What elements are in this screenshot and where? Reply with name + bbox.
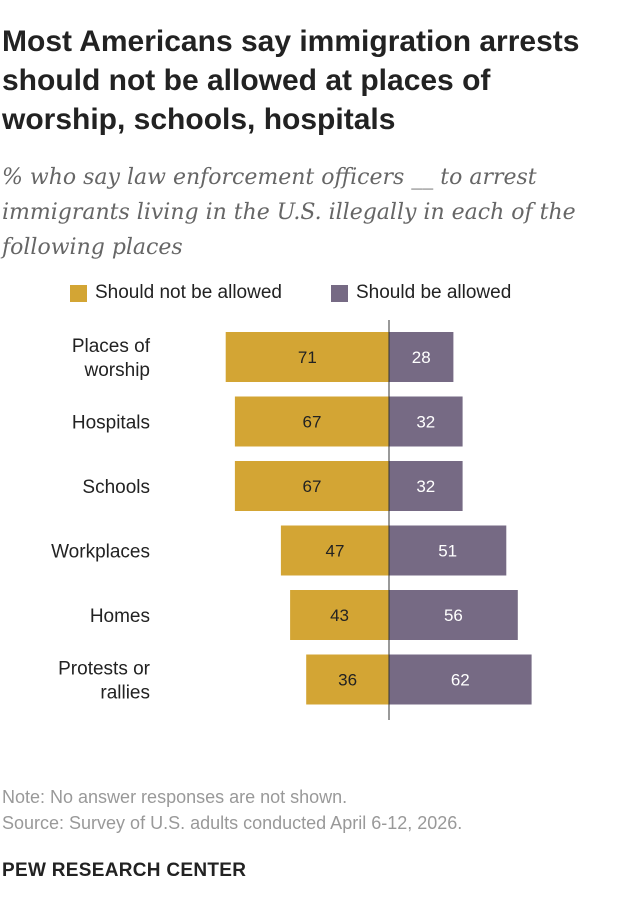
bar-not-allowed [234, 396, 389, 447]
category-label: worship [84, 360, 150, 381]
value-label-not-allowed: 71 [298, 348, 317, 367]
chart-subtitle: % who say law enforcement officers __ to… [2, 165, 576, 260]
category-label: Places of [72, 336, 151, 357]
value-label-not-allowed: 36 [338, 671, 357, 690]
value-label-allowed: 51 [438, 542, 457, 561]
source-text: Source: Survey of U.S. adults conducted … [2, 813, 463, 833]
value-label-allowed: 32 [416, 413, 435, 432]
legend-label-allowed: Should be allowed [356, 282, 512, 303]
bar-not-allowed [225, 332, 389, 382]
bar-not-allowed [290, 590, 389, 640]
category-label: Hospitals [72, 413, 150, 434]
bar-allowed [389, 590, 518, 640]
bar-allowed [389, 654, 532, 705]
legend-item-allowed: Should be allowed [331, 282, 511, 304]
category-label: Protests or [58, 659, 151, 680]
bar-not-allowed [306, 654, 389, 705]
legend-swatch-not-allowed [70, 284, 87, 302]
value-label-not-allowed: 47 [325, 542, 344, 561]
bar-allowed [389, 396, 463, 447]
value-label-allowed: 62 [451, 671, 470, 690]
category-label: Homes [90, 606, 150, 627]
legend-label-not-allowed: Should not be allowed [95, 282, 282, 303]
legend-swatch-allowed [331, 284, 348, 302]
chart-notes: Note: No answer responses are not shown.… [2, 784, 618, 836]
legend: Should not be allowed Should be allowed [0, 280, 620, 306]
note-text: Note: No answer responses are not shown. [2, 787, 348, 807]
value-label-not-allowed: 43 [330, 606, 349, 625]
bar-not-allowed [280, 525, 389, 576]
value-label-not-allowed: 67 [302, 477, 321, 496]
chart-title: Most Americans say immigration arrests s… [2, 25, 580, 136]
value-label-not-allowed: 67 [302, 413, 321, 432]
brand-logo-text: PEW RESEARCH CENTER [2, 860, 247, 881]
value-label-allowed: 56 [444, 606, 463, 625]
legend-item-not-allowed: Should not be allowed [70, 282, 282, 304]
bar-allowed [389, 332, 454, 382]
value-label-allowed: 28 [412, 348, 431, 367]
category-label: Schools [82, 477, 150, 498]
category-label: Workplaces [51, 542, 150, 563]
bar-allowed [389, 461, 463, 511]
diverging-bar-chart: 71 28 Places of worship 67 32 Hospitals 67 32 Sch… [51, 320, 532, 720]
bar-allowed [389, 525, 507, 576]
category-label: rallies [100, 683, 150, 704]
bar-not-allowed [234, 461, 389, 511]
value-label-allowed: 32 [416, 477, 435, 496]
